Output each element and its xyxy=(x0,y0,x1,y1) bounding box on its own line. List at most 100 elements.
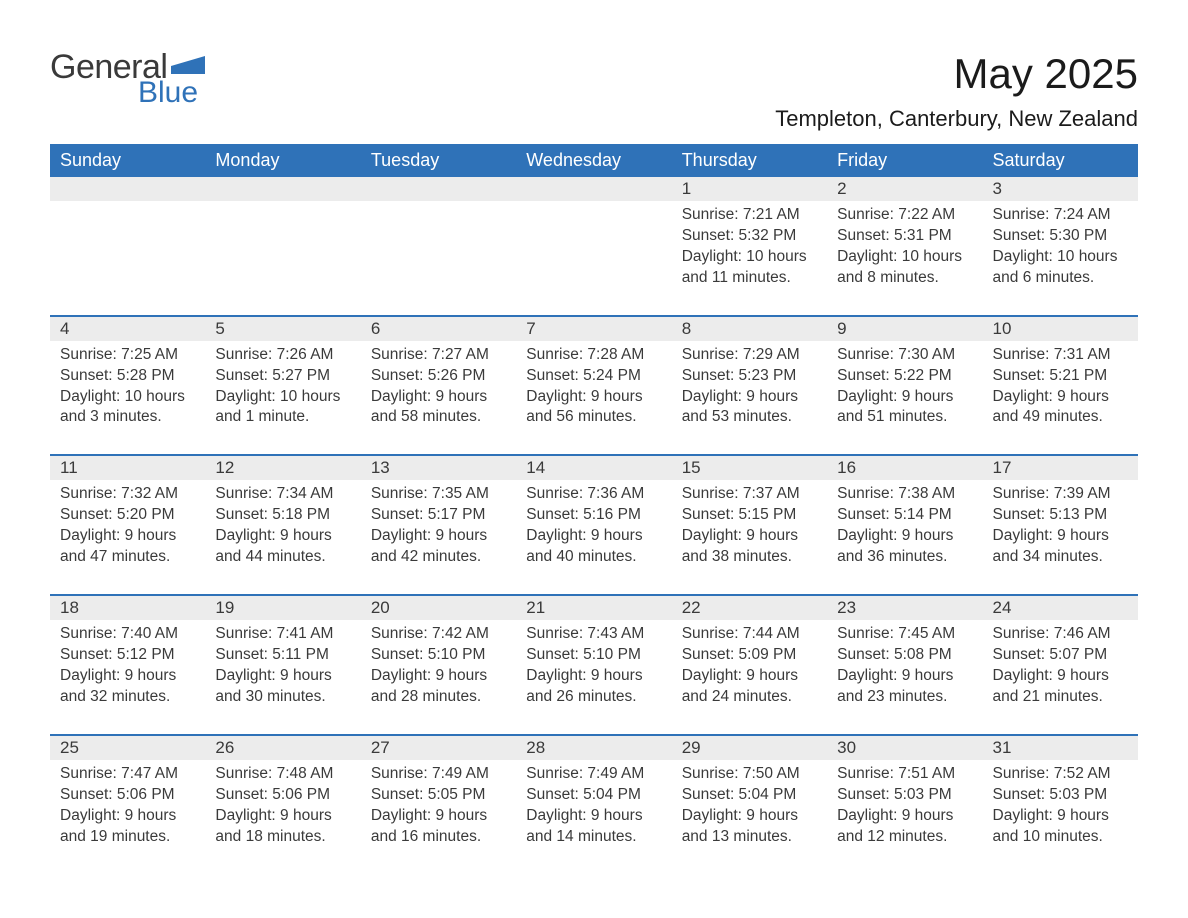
empty-day-detail xyxy=(361,201,516,316)
sunset-text: Sunset: 5:11 PM xyxy=(215,645,350,666)
day-detail-cell: Sunrise: 7:26 AMSunset: 5:27 PMDaylight:… xyxy=(205,341,360,456)
sunset-text: Sunset: 5:15 PM xyxy=(682,505,817,526)
sunrise-text: Sunrise: 7:32 AM xyxy=(60,484,195,505)
sunrise-text: Sunrise: 7:52 AM xyxy=(993,764,1128,785)
empty-day-number xyxy=(50,177,205,201)
day-of-week-header-row: Sunday Monday Tuesday Wednesday Thursday… xyxy=(50,144,1138,177)
calendar-page: General Blue May 2025 Templeton, Canterb… xyxy=(0,0,1188,918)
day-number-row: 123 xyxy=(50,177,1138,201)
sunset-text: Sunset: 5:04 PM xyxy=(526,785,661,806)
sunset-text: Sunset: 5:24 PM xyxy=(526,366,661,387)
sunrise-text: Sunrise: 7:22 AM xyxy=(837,205,972,226)
day-number-row: 11121314151617 xyxy=(50,456,1138,480)
day-detail-cell: Sunrise: 7:32 AMSunset: 5:20 PMDaylight:… xyxy=(50,480,205,595)
sunset-text: Sunset: 5:18 PM xyxy=(215,505,350,526)
daylight-text: Daylight: 9 hours and 42 minutes. xyxy=(371,526,506,568)
calendar-body: 123Sunrise: 7:21 AMSunset: 5:32 PMDaylig… xyxy=(50,177,1138,857)
dow-wednesday: Wednesday xyxy=(516,144,671,177)
day-detail-cell: Sunrise: 7:31 AMSunset: 5:21 PMDaylight:… xyxy=(983,341,1138,456)
sunset-text: Sunset: 5:22 PM xyxy=(837,366,972,387)
sunset-text: Sunset: 5:23 PM xyxy=(682,366,817,387)
day-detail-cell: Sunrise: 7:46 AMSunset: 5:07 PMDaylight:… xyxy=(983,620,1138,735)
month-title: May 2025 xyxy=(775,50,1138,98)
daylight-text: Daylight: 9 hours and 49 minutes. xyxy=(993,387,1128,429)
day-number-row: 18192021222324 xyxy=(50,596,1138,620)
daylight-text: Daylight: 9 hours and 47 minutes. xyxy=(60,526,195,568)
day-detail-cell: Sunrise: 7:47 AMSunset: 5:06 PMDaylight:… xyxy=(50,760,205,858)
daylight-text: Daylight: 9 hours and 32 minutes. xyxy=(60,666,195,708)
day-number: 21 xyxy=(516,596,671,620)
sunrise-text: Sunrise: 7:24 AM xyxy=(993,205,1128,226)
day-detail-cell: Sunrise: 7:42 AMSunset: 5:10 PMDaylight:… xyxy=(361,620,516,735)
sunset-text: Sunset: 5:32 PM xyxy=(682,226,817,247)
daylight-text: Daylight: 9 hours and 40 minutes. xyxy=(526,526,661,568)
day-detail-cell: Sunrise: 7:24 AMSunset: 5:30 PMDaylight:… xyxy=(983,201,1138,316)
sunset-text: Sunset: 5:04 PM xyxy=(682,785,817,806)
day-number: 29 xyxy=(672,736,827,760)
day-number: 20 xyxy=(361,596,516,620)
day-number: 6 xyxy=(361,317,516,341)
sunrise-text: Sunrise: 7:50 AM xyxy=(682,764,817,785)
day-detail-cell: Sunrise: 7:25 AMSunset: 5:28 PMDaylight:… xyxy=(50,341,205,456)
sunrise-text: Sunrise: 7:37 AM xyxy=(682,484,817,505)
sunset-text: Sunset: 5:12 PM xyxy=(60,645,195,666)
day-number: 1 xyxy=(672,177,827,201)
sunrise-text: Sunrise: 7:31 AM xyxy=(993,345,1128,366)
sunset-text: Sunset: 5:13 PM xyxy=(993,505,1128,526)
daylight-text: Daylight: 9 hours and 30 minutes. xyxy=(215,666,350,708)
day-detail-cell: Sunrise: 7:28 AMSunset: 5:24 PMDaylight:… xyxy=(516,341,671,456)
day-detail-row: Sunrise: 7:25 AMSunset: 5:28 PMDaylight:… xyxy=(50,341,1138,456)
daylight-text: Daylight: 9 hours and 58 minutes. xyxy=(371,387,506,429)
daylight-text: Daylight: 9 hours and 10 minutes. xyxy=(993,806,1128,848)
page-header: General Blue May 2025 Templeton, Canterb… xyxy=(50,50,1138,144)
day-detail-cell: Sunrise: 7:43 AMSunset: 5:10 PMDaylight:… xyxy=(516,620,671,735)
sunrise-text: Sunrise: 7:36 AM xyxy=(526,484,661,505)
day-detail-cell: Sunrise: 7:45 AMSunset: 5:08 PMDaylight:… xyxy=(827,620,982,735)
day-number: 17 xyxy=(983,456,1138,480)
sunset-text: Sunset: 5:10 PM xyxy=(526,645,661,666)
daylight-text: Daylight: 9 hours and 23 minutes. xyxy=(837,666,972,708)
sunrise-text: Sunrise: 7:47 AM xyxy=(60,764,195,785)
day-number: 27 xyxy=(361,736,516,760)
sunrise-text: Sunrise: 7:38 AM xyxy=(837,484,972,505)
day-number: 9 xyxy=(827,317,982,341)
sunset-text: Sunset: 5:31 PM xyxy=(837,226,972,247)
sunrise-text: Sunrise: 7:29 AM xyxy=(682,345,817,366)
sunrise-text: Sunrise: 7:45 AM xyxy=(837,624,972,645)
day-number-row: 25262728293031 xyxy=(50,736,1138,760)
daylight-text: Daylight: 9 hours and 51 minutes. xyxy=(837,387,972,429)
calendar-table: Sunday Monday Tuesday Wednesday Thursday… xyxy=(50,144,1138,857)
day-number: 8 xyxy=(672,317,827,341)
sunrise-text: Sunrise: 7:43 AM xyxy=(526,624,661,645)
daylight-text: Daylight: 10 hours and 1 minute. xyxy=(215,387,350,429)
sunset-text: Sunset: 5:16 PM xyxy=(526,505,661,526)
day-detail-cell: Sunrise: 7:22 AMSunset: 5:31 PMDaylight:… xyxy=(827,201,982,316)
day-detail-cell: Sunrise: 7:29 AMSunset: 5:23 PMDaylight:… xyxy=(672,341,827,456)
sunrise-text: Sunrise: 7:51 AM xyxy=(837,764,972,785)
day-number: 11 xyxy=(50,456,205,480)
daylight-text: Daylight: 10 hours and 3 minutes. xyxy=(60,387,195,429)
day-number: 25 xyxy=(50,736,205,760)
day-detail-cell: Sunrise: 7:49 AMSunset: 5:04 PMDaylight:… xyxy=(516,760,671,858)
sunrise-text: Sunrise: 7:49 AM xyxy=(371,764,506,785)
sunset-text: Sunset: 5:05 PM xyxy=(371,785,506,806)
day-detail-cell: Sunrise: 7:51 AMSunset: 5:03 PMDaylight:… xyxy=(827,760,982,858)
empty-day-detail xyxy=(50,201,205,316)
sunset-text: Sunset: 5:09 PM xyxy=(682,645,817,666)
dow-friday: Friday xyxy=(827,144,982,177)
day-number: 2 xyxy=(827,177,982,201)
sunset-text: Sunset: 5:08 PM xyxy=(837,645,972,666)
day-detail-cell: Sunrise: 7:36 AMSunset: 5:16 PMDaylight:… xyxy=(516,480,671,595)
day-detail-row: Sunrise: 7:40 AMSunset: 5:12 PMDaylight:… xyxy=(50,620,1138,735)
dow-monday: Monday xyxy=(205,144,360,177)
sunrise-text: Sunrise: 7:48 AM xyxy=(215,764,350,785)
sunrise-text: Sunrise: 7:40 AM xyxy=(60,624,195,645)
day-detail-cell: Sunrise: 7:40 AMSunset: 5:12 PMDaylight:… xyxy=(50,620,205,735)
sunrise-text: Sunrise: 7:49 AM xyxy=(526,764,661,785)
sunset-text: Sunset: 5:26 PM xyxy=(371,366,506,387)
sunrise-text: Sunrise: 7:46 AM xyxy=(993,624,1128,645)
day-detail-cell: Sunrise: 7:21 AMSunset: 5:32 PMDaylight:… xyxy=(672,201,827,316)
day-number: 15 xyxy=(672,456,827,480)
empty-day-detail xyxy=(516,201,671,316)
day-number: 14 xyxy=(516,456,671,480)
